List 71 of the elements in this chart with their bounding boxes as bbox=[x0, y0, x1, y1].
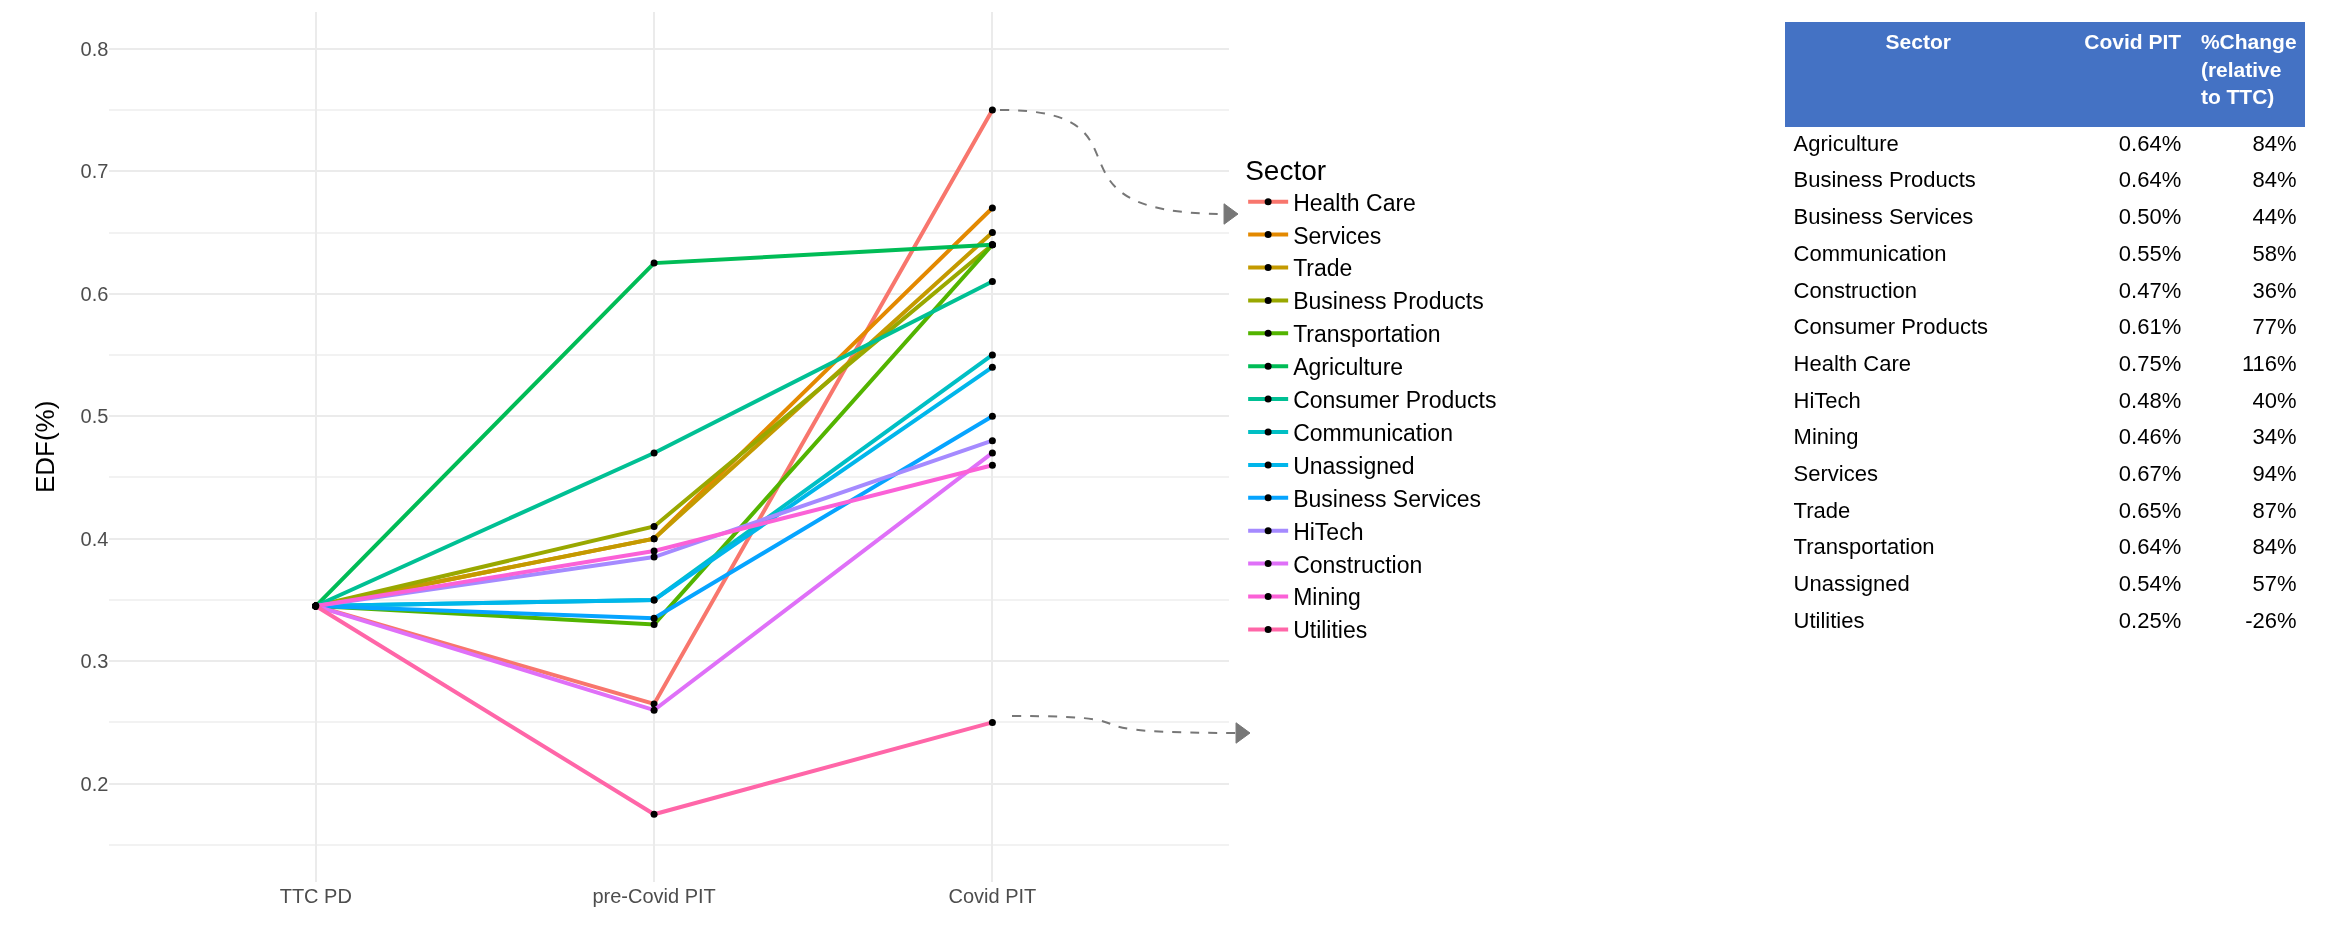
category-label: HiTech bbox=[1793, 387, 1861, 413]
category-label: Utilities bbox=[1793, 607, 1865, 633]
data-label: 36% bbox=[2252, 277, 2297, 303]
x-tick-label: TTC PD bbox=[279, 884, 352, 907]
data-label: 58% bbox=[2252, 240, 2297, 266]
y-tick-label: 0.8 bbox=[80, 37, 109, 60]
data-label: 77% bbox=[2252, 314, 2297, 340]
y-tick-label: 0.4 bbox=[80, 527, 109, 550]
data-label: 57% bbox=[2252, 571, 2297, 597]
legend-label: Health Care bbox=[1293, 189, 1416, 216]
category-label: Trade bbox=[1793, 497, 1851, 523]
data-label: 87% bbox=[2252, 497, 2297, 523]
legend-label: Construction bbox=[1293, 551, 1423, 578]
data-label: 0.64% bbox=[2118, 167, 2182, 193]
category-label: Agriculture bbox=[1793, 130, 1899, 156]
data-label: 40% bbox=[2252, 387, 2297, 413]
category-label: Business Products bbox=[1793, 167, 1976, 193]
y-tick-label: 0.2 bbox=[80, 772, 109, 795]
data-label: 116% bbox=[2241, 350, 2297, 376]
data-label: 0.64% bbox=[2118, 534, 2182, 560]
x-tick-label: Covid PIT bbox=[948, 884, 1037, 907]
y-tick-label: 0.6 bbox=[80, 282, 109, 305]
category-label: Construction bbox=[1793, 277, 1918, 303]
data-label: 84% bbox=[2252, 167, 2297, 193]
data-label: 0.67% bbox=[2118, 461, 2182, 487]
legend-label: Business Products bbox=[1293, 288, 1484, 315]
y-tick-label: 0.5 bbox=[80, 405, 109, 428]
data-label: 84% bbox=[2252, 534, 2297, 560]
data-label: 0.55% bbox=[2118, 240, 2182, 266]
data-label: 0.64% bbox=[2118, 130, 2182, 156]
data-label: 0.54% bbox=[2118, 571, 2182, 597]
text: Covid PIT bbox=[2084, 30, 2182, 54]
category-label: Transportation bbox=[1793, 534, 1935, 560]
category-label: Business Services bbox=[1793, 204, 1974, 230]
legend-label: Mining bbox=[1293, 584, 1361, 611]
category-label: Communication bbox=[1793, 240, 1947, 266]
category-label: Unassigned bbox=[1793, 571, 1910, 597]
legend-label: Communication bbox=[1293, 419, 1453, 446]
category-label: Consumer Products bbox=[1793, 314, 1988, 340]
text: %Change (relative to TTC) bbox=[2200, 30, 2297, 108]
y-tick-label: 0.7 bbox=[80, 160, 109, 183]
data-label: 84% bbox=[2252, 130, 2297, 156]
legend-label: Business Services bbox=[1293, 485, 1482, 512]
legend-label: Utilities bbox=[1293, 617, 1368, 644]
data-label: 0.48% bbox=[2118, 387, 2182, 413]
legend-title: Sector bbox=[1245, 155, 1327, 187]
legend-label: HiTech bbox=[1293, 518, 1364, 545]
data-label: 44% bbox=[2252, 204, 2297, 230]
legend-label: Unassigned bbox=[1293, 452, 1415, 479]
category-label: Services bbox=[1793, 461, 1878, 487]
data-label: 0.75% bbox=[2118, 350, 2182, 376]
y-tick-label: 0.3 bbox=[80, 650, 109, 673]
data-label: 0.46% bbox=[2118, 424, 2182, 450]
data-label: 0.50% bbox=[2118, 204, 2182, 230]
data-label: 0.65% bbox=[2118, 497, 2182, 523]
legend-label: Consumer Products bbox=[1293, 387, 1497, 414]
data-label: 0.25% bbox=[2118, 607, 2182, 633]
text: Sector bbox=[1885, 30, 1951, 54]
data-label: -26% bbox=[2245, 607, 2297, 633]
legend-label: Services bbox=[1293, 222, 1382, 249]
data-label: 34% bbox=[2252, 424, 2297, 450]
data-label: 0.47% bbox=[2118, 277, 2182, 303]
category-label: Health Care bbox=[1793, 350, 1911, 376]
x-tick-label: pre-Covid PIT bbox=[592, 884, 716, 907]
data-label: 0.61% bbox=[2118, 314, 2182, 340]
legend-label: Agriculture bbox=[1293, 354, 1404, 381]
data-label: 94% bbox=[2252, 461, 2297, 487]
legend-label: Transportation bbox=[1293, 321, 1441, 348]
category-label: Mining bbox=[1793, 424, 1859, 450]
y-axis-title: EDF(%) bbox=[30, 400, 60, 494]
legend-label: Trade bbox=[1293, 255, 1353, 282]
